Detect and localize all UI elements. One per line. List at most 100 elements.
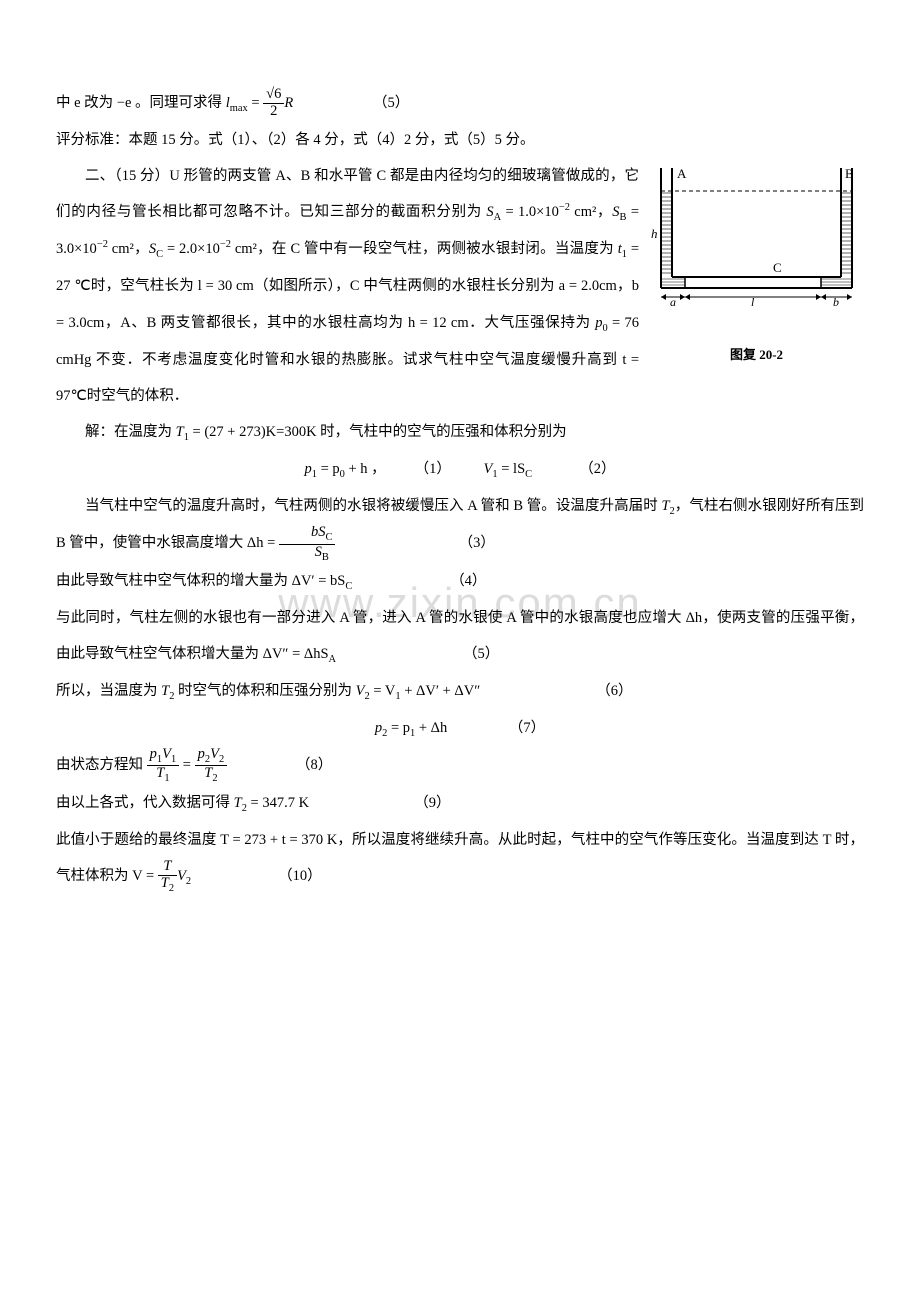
s2-frac: bSCSB: [279, 525, 335, 563]
SA-sym: S: [486, 204, 493, 220]
s8-fd-s: 2: [169, 883, 174, 894]
fig-label-C: C: [773, 260, 782, 275]
s6-f1d-s: 1: [164, 773, 169, 784]
s5-eq: = V: [370, 683, 396, 699]
eq1-rhs: = p: [317, 461, 340, 477]
fig-label-A: A: [677, 166, 687, 181]
figure-container: A B C h a l b 图复 20-2: [649, 163, 864, 372]
s3-sub: C: [345, 581, 352, 592]
s8-fn: T: [163, 858, 171, 874]
s4-text: 与此同时，气柱左侧的水银也有一部分进入 A 管，进入 A 管的水银使 A 管中的…: [56, 610, 864, 662]
solution-s7: 由以上各式，代入数据可得 T2 = 347.7 K （9）: [56, 785, 864, 822]
s1-pre: 解：在温度为: [85, 424, 176, 440]
SB-exp: −2: [97, 240, 108, 251]
p1-frac-den: 2: [263, 104, 284, 120]
s6-frac2: p2V2T2: [195, 747, 228, 785]
solution-s5: 所以，当温度为 T2 时空气的体积和压强分别为 V2 = V1 + ΔV′ + …: [56, 673, 864, 710]
s8-after-s: 2: [186, 876, 191, 887]
s6-pre: 由状态方程知: [56, 757, 147, 773]
eq7-line: p2 = p1 + Δh （7）: [56, 710, 864, 747]
s6-f1n-s2: 1: [171, 754, 176, 765]
s6-f2d-s: 2: [212, 773, 217, 784]
SC-unit: cm²，在 C 管中有一段空气柱，两侧被水银封闭。当温度为: [231, 241, 618, 257]
scoring-line: 评分标准：本题 15 分。式（1）、（2）各 4 分，式（4）2 分，式（5）5…: [56, 122, 864, 158]
s2-T2: T: [661, 498, 669, 514]
s2-frac-den-sub: B: [322, 551, 329, 562]
eq5-num: （5）: [373, 85, 409, 121]
s7-val: = 347.7 K: [247, 795, 309, 811]
fig-label-b: b: [833, 295, 839, 309]
content-container: 中 e 改为 −e 。同理可求得 lmax = √62R （5） 评分标准：本题…: [56, 85, 864, 895]
s6-f1n-p2: V: [162, 746, 171, 762]
eq1-lhs: p: [304, 461, 311, 477]
s5-T2: T: [161, 683, 169, 699]
eq8-num: （8）: [296, 757, 332, 773]
s6-frac1: p1V1T1: [147, 747, 180, 785]
p1-frac-num: √6: [263, 87, 284, 104]
s2-frac-num-pre: bS: [311, 524, 326, 540]
p1-frac: √62: [263, 87, 284, 120]
p1-pre: 中 e 改为 −e 。同理可求得: [56, 95, 226, 111]
u-tube-diagram: A B C h a l b: [649, 163, 864, 318]
eq2-num: （2）: [579, 461, 615, 477]
s6-f2n-s2: 2: [219, 754, 224, 765]
eq7-rhs: = p: [387, 720, 410, 736]
s7-pre: 由以上各式，代入数据可得: [56, 795, 234, 811]
SA-unit: cm²，: [570, 204, 612, 220]
s8-fd-p: T: [161, 875, 169, 891]
SC-val: = 2.0×10: [163, 241, 220, 257]
solution-s3: 由此导致气柱中空气体积的增大量为 ΔV′ = bSC （4）: [56, 563, 864, 600]
eq2-rhssub: C: [525, 469, 532, 480]
fig-label-B: B: [845, 166, 854, 181]
s3-text: 由此导致气柱中空气体积的增大量为 ΔV′ = bS: [56, 573, 345, 589]
fig-label-h: h: [651, 226, 658, 241]
eq9-num: （9）: [414, 795, 450, 811]
s4-sub: A: [329, 654, 337, 665]
s2-text: 当气柱中空气的温度升高时，气柱两侧的水银将被缓慢压入 A 管和 B 管。设温度升…: [85, 498, 661, 514]
eq3-num: （3）: [459, 535, 495, 551]
s2-dh: Δh =: [247, 535, 279, 551]
solution-s6: 由状态方程知 p1V1T1 = p2V2T2 （8）: [56, 747, 864, 785]
SA-exp: −2: [559, 203, 570, 214]
SC-exp: −2: [220, 240, 231, 251]
p1-eq: =: [248, 95, 263, 111]
s2-frac-num-sub: C: [325, 532, 332, 543]
problem1-tail-line: 中 e 改为 −e 。同理可求得 lmax = √62R （5）: [56, 85, 864, 122]
s6-f2n-p2: V: [210, 746, 219, 762]
solution-s2: 当气柱中空气的温度升高时，气柱两侧的水银将被缓慢压入 A 管和 B 管。设温度升…: [56, 488, 864, 563]
s6-f2n-p: p: [198, 746, 205, 762]
eq7-num: （7）: [509, 720, 545, 736]
eq7-rhs2: + Δh: [415, 720, 447, 736]
s5-V2: V: [356, 683, 365, 699]
s5-mid: 时空气的体积和压强分别为: [174, 683, 355, 699]
eq1-num: （1）: [415, 461, 451, 477]
eq5-num: （5）: [463, 646, 499, 662]
s7-T2: T: [234, 795, 242, 811]
s8-frac: TT2: [158, 859, 177, 894]
s2-frac-den-pre: S: [315, 544, 322, 560]
eq10-num: （10）: [278, 868, 322, 884]
s5-pre: 所以，当温度为: [56, 683, 161, 699]
s8-after-p: V: [177, 868, 186, 884]
s1-mid: = (27 + 273)K=300K 时，气柱中的空气的压强和体积分别为: [189, 424, 567, 440]
solution-s8: 此值小于题给的最终温度 T = 273 + t = 370 K，所以温度将继续升…: [56, 822, 864, 895]
s1-T1: T: [176, 424, 184, 440]
figure-caption: 图复 20-2: [649, 339, 864, 372]
solution-line1: 解：在温度为 T1 = (27 + 273)K=300K 时，气柱中的空气的压强…: [56, 414, 864, 451]
s6-f1n-p: p: [150, 746, 157, 762]
eq1-rhs2: + h ，: [345, 461, 386, 477]
eq4-num: （4）: [450, 573, 486, 589]
s6-eq: =: [179, 757, 194, 773]
eq6-num: （6）: [596, 683, 632, 699]
SB-sub: B: [620, 212, 627, 223]
p1-R: R: [284, 95, 293, 111]
SB-sym: S: [612, 204, 619, 220]
SA-val: = 1.0×10: [501, 204, 559, 220]
solution-s4: 与此同时，气柱左侧的水银也有一部分进入 A 管，进入 A 管的水银使 A 管中的…: [56, 600, 864, 673]
eq2-rhs: = lS: [498, 461, 526, 477]
fig-label-a: a: [670, 295, 676, 309]
SB-unit: cm²，: [108, 241, 149, 257]
eq1-eq2-line: p1 = p0 + h ， （1） V1 = lSC （2）: [56, 451, 864, 488]
p1-lmax-sub: max: [230, 103, 248, 114]
s5-eq2: + ΔV′ + ΔV″: [401, 683, 481, 699]
